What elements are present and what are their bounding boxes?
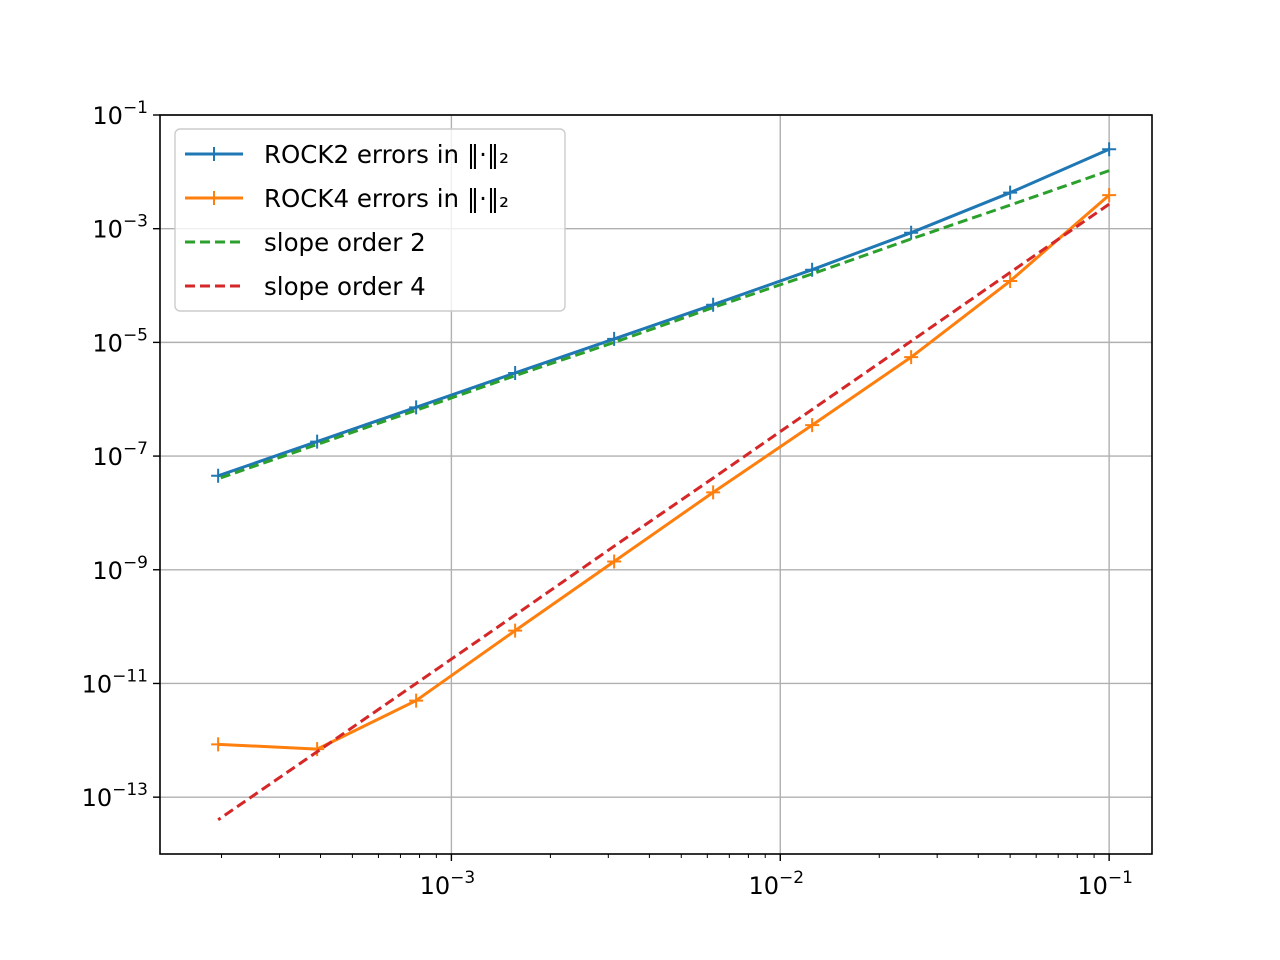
legend-label-1: ROCK4 errors in ‖·‖₂ [264, 184, 509, 213]
series-1-point [310, 742, 325, 757]
x-tick-label: 10−1 [1077, 868, 1133, 900]
series-1-point [904, 350, 919, 365]
series-0-point [607, 331, 622, 346]
y-tick-label: 10−3 [92, 212, 148, 244]
series-0-point [805, 262, 820, 277]
legend-marker-1 [207, 191, 221, 205]
series-line-1 [218, 193, 1111, 751]
legend-label-0: ROCK2 errors in ‖·‖₂ [264, 140, 509, 169]
y-tick-label: 10−13 [82, 780, 148, 812]
series-layer [211, 142, 1117, 822]
series-line-0 [217, 147, 1110, 478]
y-tick-label: 10−1 [92, 98, 148, 130]
legend-label-2: slope order 2 [264, 228, 426, 257]
y-tick-label: 10−5 [92, 325, 148, 357]
tick-layer: 10−3 10−2 10−1 10−1 10−3 10−5 10−7 10−9 10−11 10−… [82, 98, 1133, 900]
legend-box [174, 128, 566, 312]
series-0-point [1003, 185, 1018, 200]
legend-label-3: slope order 4 [264, 272, 426, 301]
legend-marker-0 [207, 147, 221, 161]
y-tick-label: 10−11 [82, 666, 148, 698]
series-0-point [1102, 142, 1117, 157]
series-1-point [1003, 274, 1018, 289]
series-1-point [211, 737, 226, 752]
series-1-point [607, 554, 622, 569]
series-1-point [508, 623, 523, 638]
x-tick-label: 10−2 [748, 868, 804, 900]
y-tick-label: 10−9 [92, 553, 148, 585]
legend: ROCK2 errors in ‖·‖₂ ROCK4 errors in ‖·‖₂… [174, 128, 566, 312]
plot-frame [159, 114, 1153, 855]
series-0-point [904, 225, 919, 240]
series-1-point [706, 485, 721, 500]
x-tick-label: 10−3 [420, 868, 476, 900]
series-line-3 [217, 202, 1110, 822]
y-tick-label: 10−7 [92, 439, 148, 471]
series-1-point [409, 693, 424, 708]
series-1-point [1102, 188, 1117, 203]
series-1-point [805, 418, 820, 433]
series-line-2 [217, 169, 1110, 481]
